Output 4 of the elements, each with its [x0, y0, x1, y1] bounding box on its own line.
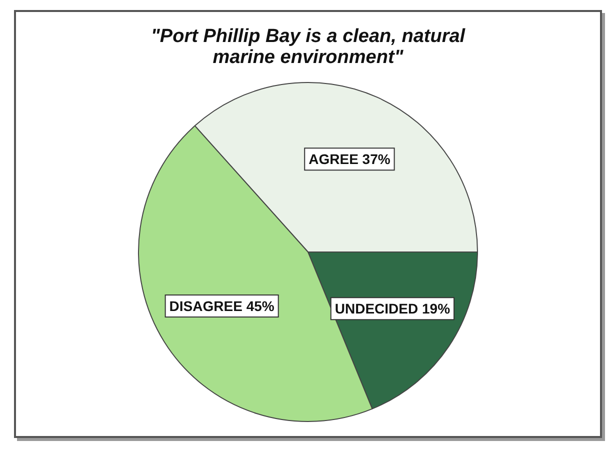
slice-label: UNDECIDED 19%	[334, 300, 451, 317]
slice-label: AGREE 37%	[308, 150, 391, 167]
slice-label: DISAGREE 45%	[169, 298, 275, 314]
chart-title: "Port Phillip Bay is a clean, natural marine environment"	[150, 26, 466, 68]
